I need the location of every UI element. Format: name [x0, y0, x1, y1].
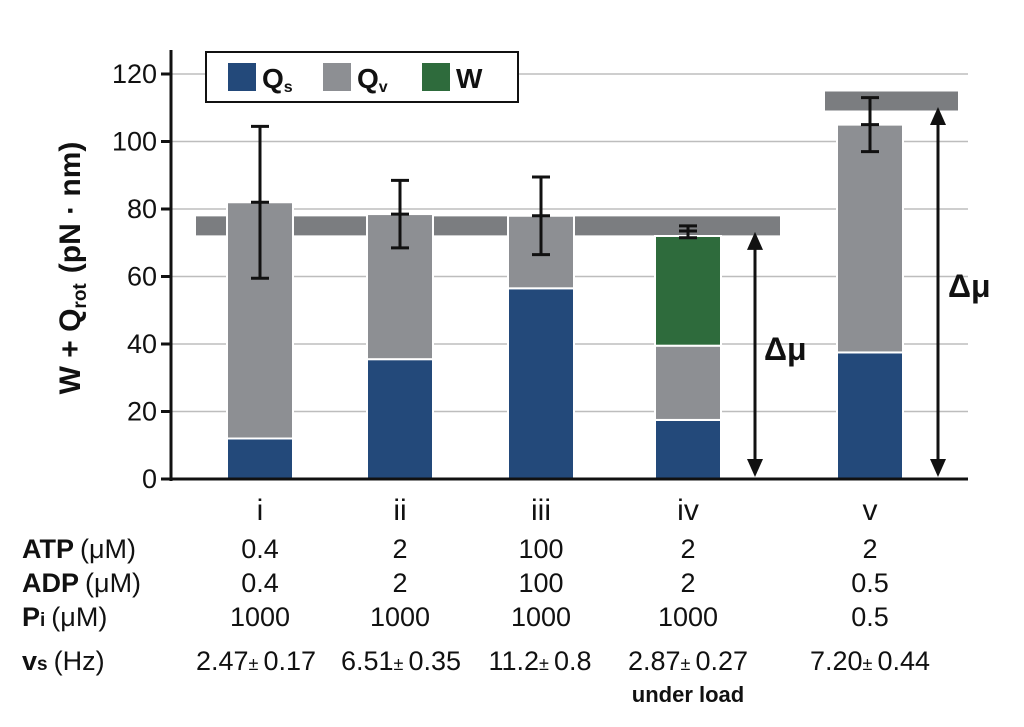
y-tick-labels: 0 20 40 60 80 100 120 [112, 59, 157, 494]
bar-segment [507, 287, 575, 480]
row-label: vs (Hz) [22, 646, 105, 676]
table-cell: 0.4 [241, 568, 279, 598]
axes [161, 50, 968, 481]
y-tick-label: 60 [127, 262, 157, 292]
y-tick-label: 80 [127, 194, 157, 224]
legend-swatch [323, 63, 351, 91]
category-label: i [257, 494, 264, 527]
legend-label: Qs [262, 63, 293, 96]
reference-band [825, 91, 958, 111]
bar-segment [836, 351, 904, 480]
vs-cell: 11.2± 0.8 [489, 646, 592, 676]
delta-mu-label: Δμ [764, 331, 807, 367]
legend-label: Qv [357, 63, 388, 96]
y-tick-label: 120 [112, 59, 157, 89]
vs-cell: 6.51± 0.35 [341, 646, 461, 676]
delta-mu-arrows: Δμ Δμ [747, 107, 991, 477]
delta-mu-label: Δμ [948, 268, 991, 304]
table-cell: 2 [680, 568, 695, 598]
legend-box [205, 51, 519, 103]
arrow-head [747, 231, 763, 250]
arrow-head [747, 459, 763, 477]
legend: Qs Qv W [205, 51, 519, 103]
bars [226, 123, 904, 480]
reference-bands [196, 91, 958, 236]
bar-segment [366, 358, 434, 480]
arrow-head [930, 459, 946, 477]
bar-segment [654, 344, 722, 421]
table-cell: 2 [392, 568, 407, 598]
table-cell: 0.5 [851, 568, 889, 598]
arrow-head [930, 107, 946, 125]
y-tick-label: 20 [127, 397, 157, 427]
category-labels: i ii iii iv v [257, 494, 878, 527]
y-axis-label: W + Qrot(pN · nm) [54, 142, 91, 395]
vs-cell: 7.20± 0.44 [810, 646, 930, 676]
table-cell: 1000 [370, 602, 430, 632]
category-label: iv [677, 494, 699, 527]
vs-cell: 2.47± 0.17 [196, 646, 316, 676]
bar-segment [226, 201, 294, 440]
table-cell: 1000 [230, 602, 290, 632]
table-cell: 0.5 [851, 602, 889, 632]
category-label: v [863, 494, 878, 527]
table-cell: 1000 [511, 602, 571, 632]
table-cell: 0.4 [241, 534, 279, 564]
legend-swatch [228, 63, 256, 91]
table-cell: 100 [518, 534, 563, 564]
category-label: iii [531, 494, 551, 527]
error-bars [251, 96, 879, 280]
bar-segment [226, 437, 294, 480]
y-tick-label: 0 [142, 464, 157, 494]
table-cell: 1000 [658, 602, 718, 632]
bar-segment [654, 418, 722, 480]
table-cell: 2 [392, 534, 407, 564]
conditions-table: ATP (μM) 0.4 2 100 2 2 ADP (μM) 0.4 2 100 2 0.5 Pi (μM)… [22, 534, 930, 707]
category-label: ii [393, 494, 406, 527]
legend-swatch [422, 63, 450, 91]
bar-segment [654, 235, 722, 347]
reference-band [196, 216, 780, 236]
row-label: ATP (μM) [22, 534, 136, 564]
legend-label: W [456, 63, 483, 94]
table-cell: 100 [518, 568, 563, 598]
y-axis-title: W + Qrot(pN · nm) [54, 142, 91, 395]
bar-segment [836, 123, 904, 354]
y-tick-label: 100 [112, 127, 157, 157]
table-cell: 2 [862, 534, 877, 564]
table-cell: 2 [680, 534, 695, 564]
y-tick-label: 40 [127, 329, 157, 359]
under-load-note: under load [632, 682, 744, 707]
row-label: ADP (μM) [22, 568, 141, 598]
vs-cell: 2.87± 0.27 [628, 646, 748, 676]
row-label: Pi (μM) [22, 602, 107, 632]
